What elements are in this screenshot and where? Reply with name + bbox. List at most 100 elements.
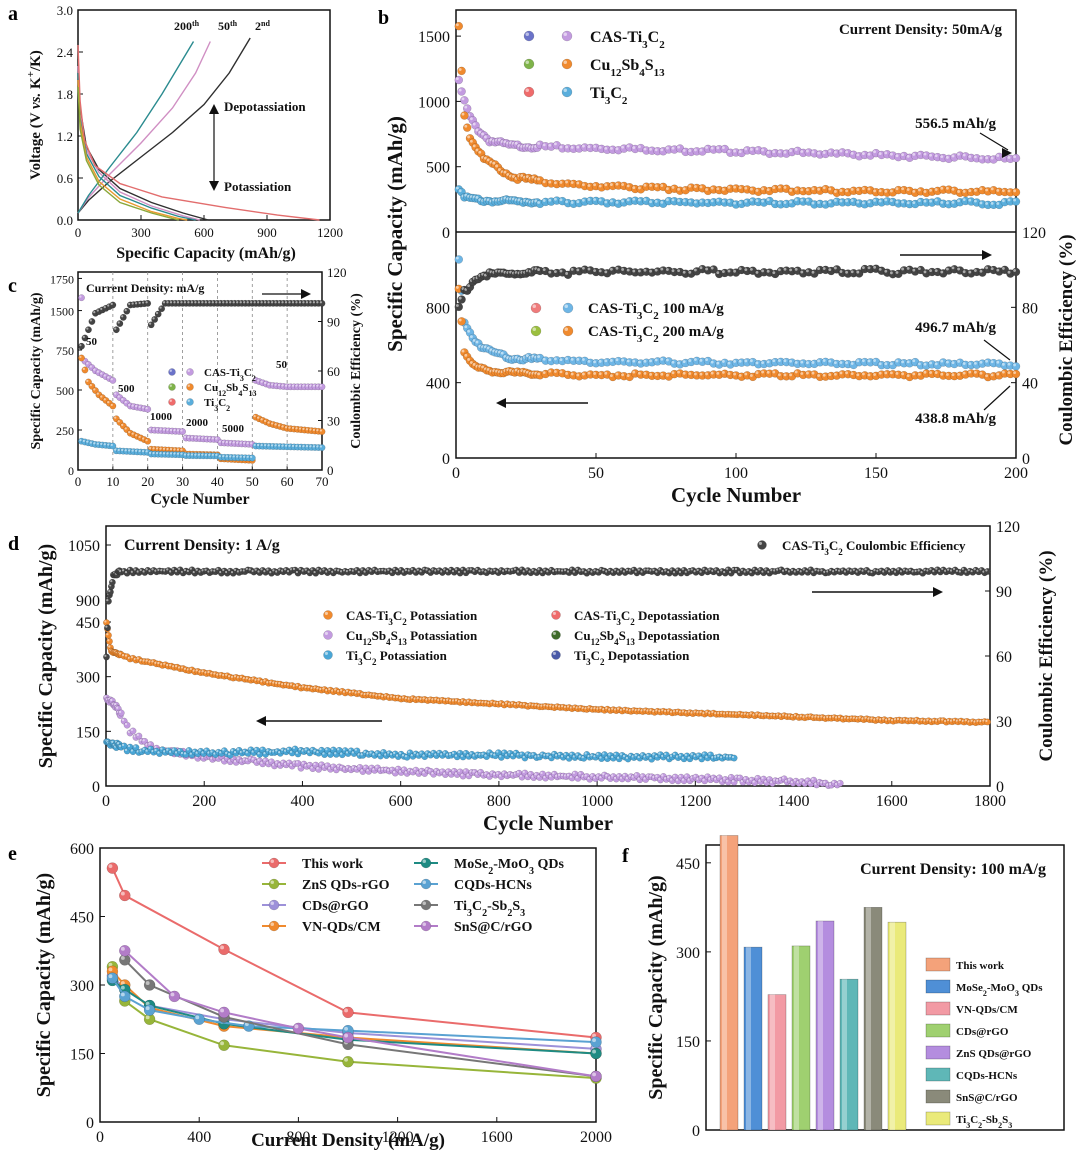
point-highlight xyxy=(246,455,249,458)
point-highlight xyxy=(962,270,966,274)
point-highlight xyxy=(934,188,938,191)
point-highlight xyxy=(811,201,815,205)
point-highlight xyxy=(834,150,837,154)
point-highlight xyxy=(166,301,169,304)
point-highlight xyxy=(398,752,402,755)
point-highlight xyxy=(615,372,619,376)
bar-highlight xyxy=(794,945,799,1130)
point-highlight xyxy=(576,373,580,377)
point-highlight xyxy=(542,357,546,361)
point-highlight xyxy=(434,768,437,772)
legend-ce-label: CAS-Ti3C2 Coulombic Efficiency xyxy=(782,538,966,557)
point-highlight xyxy=(422,859,426,863)
point-highlight xyxy=(187,369,190,372)
point-highlight xyxy=(681,778,685,781)
point-highlight xyxy=(599,567,602,571)
point-highlight xyxy=(275,761,278,764)
point-highlight xyxy=(717,754,720,757)
point-highlight xyxy=(789,359,792,363)
point-highlight xyxy=(498,168,501,171)
point-highlight xyxy=(744,186,748,190)
point-highlight xyxy=(257,379,260,382)
point-highlight xyxy=(500,351,504,355)
point-CAS-Ti3C2-200-mA/g xyxy=(1011,369,1021,379)
point-highlight xyxy=(407,750,410,753)
point-highlight xyxy=(548,180,552,184)
point-highlight xyxy=(114,392,117,395)
point-highlight xyxy=(105,625,108,628)
text-span: MoSe xyxy=(956,982,983,994)
point-highlight xyxy=(469,752,472,755)
point-highlight xyxy=(822,201,826,205)
point-highlight xyxy=(896,568,900,571)
point-highlight xyxy=(291,444,295,447)
point-highlight xyxy=(789,189,792,192)
point-highlight xyxy=(670,568,673,571)
point-highlight xyxy=(839,199,843,203)
point-highlight xyxy=(269,759,272,762)
x-tick-label: 1200 xyxy=(679,793,711,810)
point-highlight xyxy=(464,124,468,128)
point-highlight xyxy=(565,180,568,184)
point-CAS-Ti3C2-100-mA/g xyxy=(454,255,464,264)
point-CAS-Ti3C2 xyxy=(105,637,113,645)
point-highlight xyxy=(878,371,882,375)
point-highlight xyxy=(778,268,781,272)
y-tick-label-bottom: 400 xyxy=(426,376,450,393)
point-highlight xyxy=(1007,189,1011,193)
y-tick-label: 1.2 xyxy=(57,129,73,144)
point-highlight xyxy=(307,763,310,766)
point-highlight xyxy=(543,775,546,779)
point-highlight xyxy=(1007,371,1011,374)
point-highlight xyxy=(475,148,479,152)
point-highlight xyxy=(104,620,107,623)
point-highlight xyxy=(766,198,770,202)
point-Coulombic-Efficiency xyxy=(1011,267,1021,277)
point-highlight xyxy=(598,269,602,273)
point-highlight xyxy=(929,199,932,203)
point-highlight xyxy=(946,360,949,364)
point-highlight xyxy=(699,266,703,270)
point-highlight xyxy=(710,360,714,364)
point-highlight xyxy=(850,151,854,155)
point-highlight xyxy=(772,370,776,374)
point-highlight xyxy=(305,301,309,304)
legend-swatch xyxy=(925,1001,951,1016)
point-highlight xyxy=(467,135,470,139)
point-highlight xyxy=(546,753,549,756)
point-highlight xyxy=(461,97,465,101)
point-highlight xyxy=(615,182,619,186)
point-highlight xyxy=(157,751,160,754)
point-highlight xyxy=(646,568,649,571)
point-highlight xyxy=(723,777,726,780)
point-highlight xyxy=(277,383,281,387)
point-Cu12Sb4S13-50-mA/g xyxy=(454,21,464,31)
point-highlight xyxy=(832,780,835,784)
point-highlight xyxy=(517,198,521,202)
point-highlight xyxy=(781,776,785,779)
point-highlight xyxy=(714,568,717,571)
point-highlight xyxy=(229,441,232,444)
point-highlight xyxy=(230,749,234,752)
point-highlight xyxy=(472,363,476,366)
point-highlight xyxy=(985,266,988,270)
point-highlight xyxy=(743,777,746,780)
point-highlight xyxy=(682,199,686,203)
point-highlight xyxy=(387,568,390,571)
point-highlight xyxy=(755,712,758,715)
point-highlight xyxy=(778,201,781,205)
point-highlight xyxy=(301,761,304,765)
point-highlight xyxy=(197,453,201,456)
point-highlight xyxy=(208,437,211,440)
point-highlight xyxy=(968,370,972,374)
point-highlight xyxy=(1013,189,1016,193)
point-highlight xyxy=(131,449,134,452)
point-highlight xyxy=(750,187,753,191)
point-highlight xyxy=(305,445,309,448)
point-highlight xyxy=(582,358,585,361)
point-highlight xyxy=(837,715,841,718)
text-span: CAS-Ti xyxy=(574,608,617,623)
point-highlight xyxy=(694,358,697,361)
point-highlight xyxy=(979,568,982,571)
point-highlight xyxy=(316,384,319,387)
